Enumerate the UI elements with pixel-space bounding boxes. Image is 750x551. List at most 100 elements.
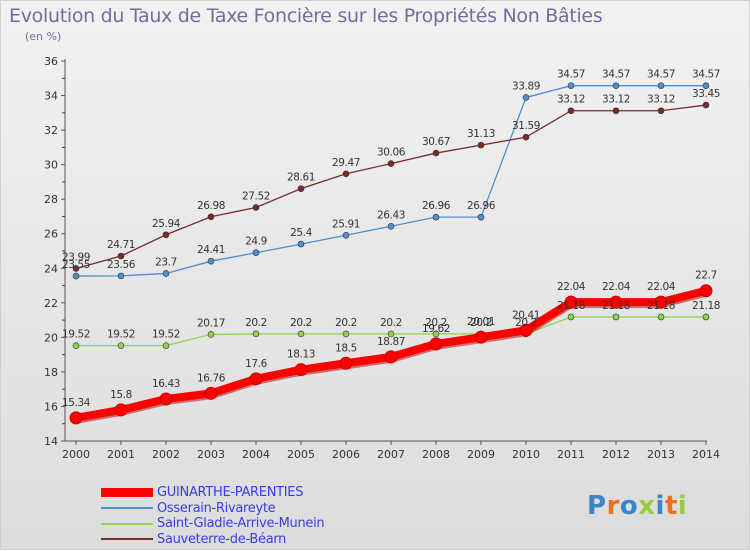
data-label: 18.5 — [335, 342, 357, 354]
x-tick-label: 2002 — [152, 448, 180, 461]
data-label: 30.67 — [422, 136, 450, 148]
x-tick-label: 2012 — [602, 448, 630, 461]
data-point — [117, 342, 125, 349]
data-label: 20.2 — [335, 317, 357, 329]
data-point — [432, 213, 440, 221]
data-label: 27.52 — [242, 190, 270, 202]
data-point — [474, 330, 488, 344]
data-point — [252, 330, 260, 338]
data-point — [342, 170, 350, 178]
data-point — [702, 101, 710, 109]
chart-subtitle: (en %) — [25, 30, 62, 43]
x-tick-label: 2008 — [422, 448, 450, 461]
y-tick-label: 30 — [44, 159, 58, 172]
x-tick-label: 2010 — [512, 448, 540, 461]
x-tick-label: 2000 — [62, 448, 90, 461]
data-point — [342, 330, 350, 338]
data-label: 23.99 — [62, 251, 90, 263]
legend-item: GUINARTHE-PARENTIES — [101, 485, 324, 501]
data-point — [207, 213, 215, 221]
data-point — [114, 403, 128, 417]
data-point — [387, 330, 395, 338]
data-label: 30.06 — [377, 147, 406, 159]
x-tick-label: 2014 — [692, 448, 720, 461]
series-line — [75, 85, 706, 277]
data-point — [612, 82, 620, 89]
data-label: 20.41 — [512, 309, 540, 321]
x-tick-label: 2004 — [242, 448, 270, 461]
data-label: 20.2 — [290, 317, 312, 329]
data-point — [297, 330, 305, 338]
data-label: 26.96 — [467, 200, 496, 212]
data-point — [297, 185, 305, 192]
data-point — [702, 82, 710, 89]
data-point — [657, 313, 665, 321]
legend-swatch — [101, 488, 153, 498]
y-tick-label: 32 — [44, 124, 58, 137]
x-tick-label: 2009 — [467, 448, 495, 461]
legend-item: Osserain-Rivareyte — [101, 501, 324, 517]
x-tick-label: 2005 — [287, 448, 315, 461]
data-label: 34.57 — [602, 69, 630, 81]
data-point — [159, 392, 173, 406]
chart-title: Evolution du Taux de Taxe Foncière sur l… — [9, 5, 603, 27]
data-point — [294, 363, 308, 377]
data-label: 19.52 — [152, 329, 180, 341]
data-label: 20.01 — [467, 316, 495, 328]
data-label: 25.4 — [290, 227, 312, 239]
data-point — [567, 107, 575, 115]
legend-item: Saint-Gladie-Arrive-Munein — [101, 516, 325, 532]
data-label: 18.13 — [287, 349, 315, 361]
legend-swatch — [101, 538, 153, 541]
data-point — [252, 204, 260, 211]
data-point — [567, 313, 575, 321]
y-tick-label: 16 — [44, 400, 58, 413]
data-label: 26.96 — [422, 200, 451, 212]
x-tick-label: 2003 — [197, 448, 225, 461]
legend-label: Osserain-Rivareyte — [157, 500, 276, 516]
data-point — [654, 295, 668, 309]
data-point — [162, 231, 170, 239]
data-label: 23.7 — [155, 256, 177, 268]
data-label: 17.6 — [245, 358, 267, 370]
data-point — [162, 342, 170, 349]
y-tick-label: 34 — [44, 90, 58, 103]
data-point — [117, 252, 125, 260]
series-line — [75, 104, 707, 270]
data-point — [207, 257, 215, 265]
logo-letter: r — [606, 491, 620, 521]
legend-label: Saint-Gladie-Arrive-Munein — [157, 516, 325, 532]
data-point — [699, 284, 713, 298]
data-label: 20.2 — [515, 317, 537, 329]
data-point — [72, 272, 80, 280]
x-tick-label: 2001 — [107, 448, 135, 461]
data-label: 33.12 — [557, 94, 585, 106]
data-point — [477, 141, 485, 149]
data-label: 21.18 — [557, 300, 585, 312]
data-point — [612, 313, 620, 321]
data-label: 22.04 — [602, 281, 631, 293]
data-point — [249, 372, 263, 386]
data-label: 23.55 — [62, 259, 90, 271]
data-label: 34.57 — [647, 69, 675, 81]
data-label: 19.62 — [422, 323, 450, 335]
data-point — [117, 272, 125, 280]
data-label: 18.87 — [377, 336, 405, 348]
y-tick-label: 22 — [44, 297, 58, 310]
legend-label: Sauveterre-de-Béarn — [157, 531, 287, 547]
y-tick-label: 24 — [44, 262, 58, 275]
data-label: 23.56 — [107, 259, 136, 271]
logo-letter: i — [655, 491, 665, 521]
x-tick-label: 2011 — [557, 448, 585, 461]
data-label: 22.04 — [647, 281, 676, 293]
data-label: 16.43 — [152, 378, 180, 390]
data-label: 15.8 — [110, 389, 132, 401]
y-tick-label: 36 — [44, 55, 58, 68]
legend-label: GUINARTHE-PARENTIES — [157, 485, 304, 501]
legend-item: Sauveterre-de-Béarn — [101, 532, 324, 548]
data-label: 34.57 — [557, 69, 585, 81]
logo-letter: P — [587, 491, 607, 521]
data-label: 20.17 — [197, 317, 225, 329]
